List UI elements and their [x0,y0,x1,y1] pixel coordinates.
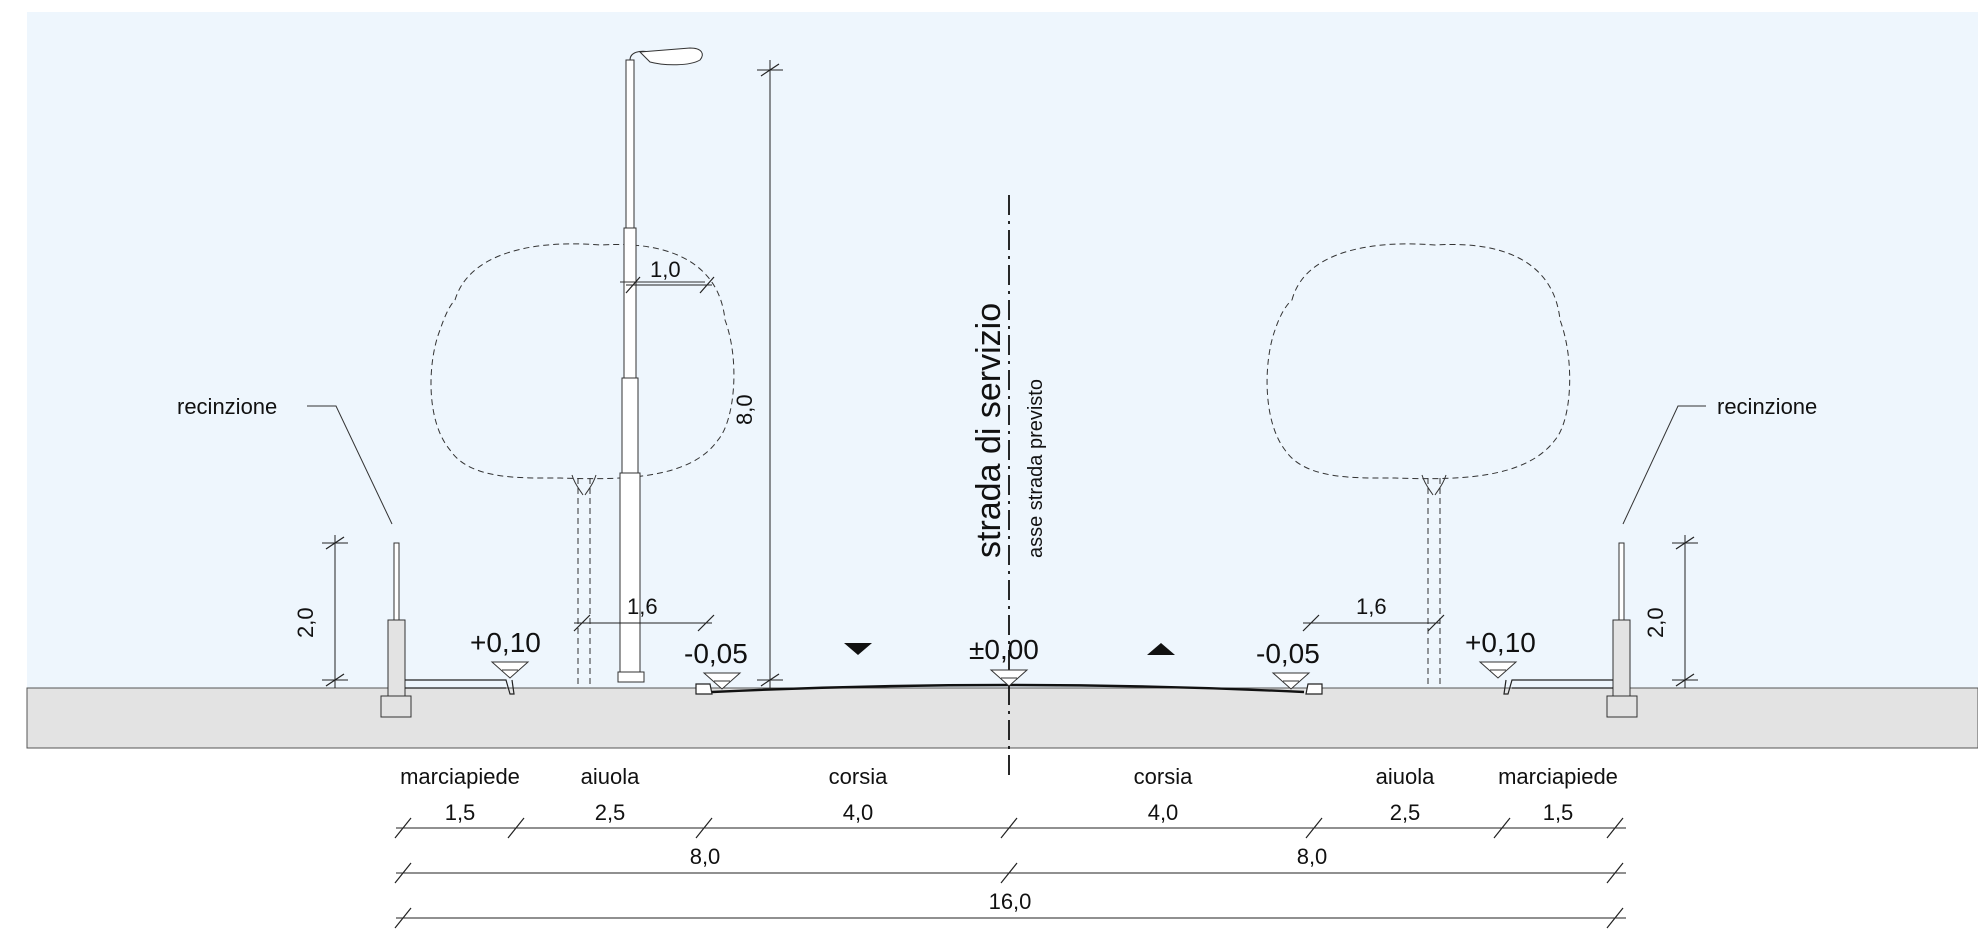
level-marker-sidewalk-left: +0,10 [470,627,541,679]
overall-total: 16,0 [989,889,1032,914]
zone-name-sidewalk-left: marciapiede [400,764,520,789]
half-total-right: 8,0 [1297,844,1328,869]
zone-width-planter-left: 2,5 [595,800,626,825]
svg-text:1,0: 1,0 [650,257,681,282]
tree-left [430,243,735,688]
svg-text:+0,10: +0,10 [470,627,541,658]
dim-fence-right-height: 2,0 [1643,535,1698,688]
zone-width-lane-left: 4,0 [843,800,874,825]
half-total-left: 8,0 [690,844,721,869]
zone-width-planter-right: 2,5 [1390,800,1421,825]
callout-fence-left: recinzione [177,394,393,525]
svg-text:recinzione: recinzione [1717,394,1817,419]
callout-fence-right: recinzione [1622,394,1817,525]
sky-area [27,12,1978,688]
svg-text:8,0: 8,0 [732,394,757,425]
svg-text:-0,05: -0,05 [684,638,748,669]
dim-tree-left-offset: 1,6 [573,594,715,632]
road-name-label: strada di servizio [970,303,1008,558]
svg-text:±0,00: ±0,00 [969,634,1039,665]
fence-left [380,542,412,718]
zone-name-lane-right: corsia [1134,764,1193,789]
sidewalk-right [1503,679,1613,695]
svg-text:1,6: 1,6 [627,594,658,619]
zone-name-sidewalk-right: marciapiede [1498,764,1618,789]
direction-arrow-up [1147,643,1175,655]
fence-right [1606,542,1638,718]
svg-text:recinzione: recinzione [177,394,277,419]
zone-width-sidewalk-left: 1,5 [445,800,476,825]
curb-right [1305,683,1323,695]
dim-tree-right-offset: 1,6 [1302,594,1445,632]
zone-dimension-chain: marciapiede 1,5 aiuola 2,5 corsia 4,0 co… [394,764,1626,839]
zone-width-lane-right: 4,0 [1148,800,1179,825]
zone-name-lane-left: corsia [829,764,888,789]
direction-arrow-down [844,643,872,655]
axis-label: asse strada previsto [1025,379,1047,558]
overall-total-chain: 16,0 [394,889,1626,929]
zone-name-planter-left: aiuola [581,764,640,789]
svg-text:1,6: 1,6 [1356,594,1387,619]
level-marker-sidewalk-right: +0,10 [1465,627,1536,679]
level-marker-axis: ±0,00 [969,634,1039,687]
zone-name-planter-right: aiuola [1376,764,1435,789]
svg-text:+0,10: +0,10 [1465,627,1536,658]
dim-lamp-height: 8,0 [732,60,783,688]
tree-right [1266,243,1571,688]
ground-section [26,687,1978,749]
dim-lamp-arm: 1,0 [625,257,715,294]
sidewalk-left [405,679,515,695]
dim-fence-left-height: 2,0 [293,535,348,688]
half-total-chain: 8,0 8,0 [394,844,1626,884]
svg-text:-0,05: -0,05 [1256,638,1320,669]
level-marker-curb-left: -0,05 [684,638,748,690]
svg-text:2,0: 2,0 [1643,607,1668,638]
curb-left [695,683,713,695]
zone-width-sidewalk-right: 1,5 [1543,800,1574,825]
svg-text:2,0: 2,0 [293,607,318,638]
level-marker-curb-right: -0,05 [1256,638,1320,690]
